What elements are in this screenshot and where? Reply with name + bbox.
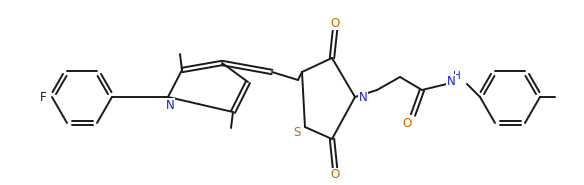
Text: H: H xyxy=(453,71,461,81)
Text: F: F xyxy=(40,90,46,103)
Text: O: O xyxy=(402,117,412,130)
Text: N: N xyxy=(359,90,367,103)
Text: N: N xyxy=(166,98,175,112)
Text: O: O xyxy=(331,169,340,181)
Text: S: S xyxy=(293,127,301,139)
Text: O: O xyxy=(331,16,340,29)
Text: N: N xyxy=(447,75,456,88)
